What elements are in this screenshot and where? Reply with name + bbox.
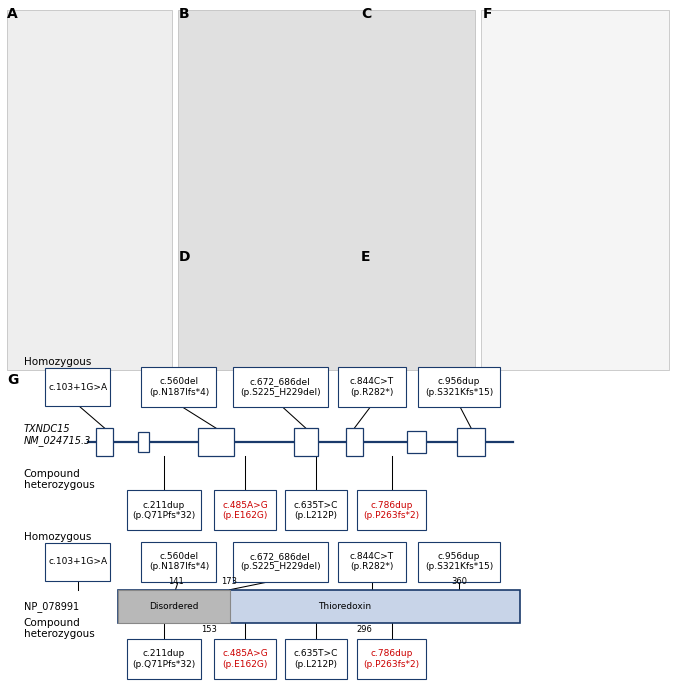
Text: B: B — [179, 7, 190, 21]
Text: c.956dup
(p.S321Kfs*15): c.956dup (p.S321Kfs*15) — [425, 377, 493, 397]
FancyBboxPatch shape — [232, 542, 327, 582]
Text: 141: 141 — [167, 577, 184, 586]
Bar — [178, 10, 475, 370]
Text: G: G — [7, 373, 18, 387]
Bar — [346, 428, 363, 456]
Text: c.635T>C
(p.L212P): c.635T>C (p.L212P) — [294, 501, 338, 520]
FancyBboxPatch shape — [286, 490, 347, 530]
Text: TXNDC15
NM_024715.3: TXNDC15 NM_024715.3 — [24, 424, 91, 446]
FancyBboxPatch shape — [142, 542, 216, 582]
Text: c.786dup
(p.P263fs*2): c.786dup (p.P263fs*2) — [363, 501, 420, 520]
Text: c.956dup
(p.S321Kfs*15): c.956dup (p.S321Kfs*15) — [425, 552, 493, 571]
Text: c.560del
(p.N187lfs*4): c.560del (p.N187lfs*4) — [148, 552, 209, 571]
Bar — [457, 428, 485, 456]
Bar — [118, 590, 230, 623]
Text: 153: 153 — [201, 625, 217, 634]
Text: 173: 173 — [221, 577, 238, 586]
FancyBboxPatch shape — [127, 490, 201, 530]
FancyBboxPatch shape — [358, 490, 425, 530]
Text: D: D — [179, 250, 190, 264]
FancyBboxPatch shape — [142, 367, 216, 407]
Text: Compound
heterozygous: Compound heterozygous — [24, 469, 94, 490]
Text: c.786dup
(p.P263fs*2): c.786dup (p.P263fs*2) — [363, 649, 420, 669]
Text: c.103+1G>A: c.103+1G>A — [48, 557, 107, 566]
Text: 296: 296 — [356, 625, 373, 634]
FancyBboxPatch shape — [232, 367, 327, 407]
Text: c.211dup
(p.Q71Pfs*32): c.211dup (p.Q71Pfs*32) — [132, 649, 196, 669]
Text: Compound
heterozygous: Compound heterozygous — [24, 617, 94, 639]
Text: c.103+1G>A: c.103+1G>A — [48, 382, 107, 392]
Bar — [7, 10, 172, 370]
Text: c.844C>T
(p.R282*): c.844C>T (p.R282*) — [350, 377, 394, 397]
FancyBboxPatch shape — [127, 639, 201, 679]
Bar — [481, 10, 669, 370]
Text: c.485A>G
(p.E162G): c.485A>G (p.E162G) — [222, 501, 268, 520]
Text: Homozygous: Homozygous — [24, 357, 91, 367]
FancyBboxPatch shape — [418, 542, 500, 582]
FancyBboxPatch shape — [418, 367, 500, 407]
Text: c.672_686del
(p.S225_H229del): c.672_686del (p.S225_H229del) — [240, 377, 321, 397]
FancyBboxPatch shape — [45, 543, 110, 581]
FancyBboxPatch shape — [358, 639, 425, 679]
Text: Homozygous: Homozygous — [24, 532, 91, 542]
Bar — [294, 428, 318, 456]
Text: A: A — [7, 7, 18, 21]
Text: c.485A>G
(p.E162G): c.485A>G (p.E162G) — [222, 649, 268, 669]
Text: 360: 360 — [451, 577, 467, 586]
Bar — [96, 428, 113, 456]
Bar — [407, 431, 426, 453]
Text: NP_078991: NP_078991 — [24, 601, 79, 612]
Text: E: E — [361, 250, 371, 264]
Bar — [198, 428, 234, 456]
Text: Thioredoxin: Thioredoxin — [318, 601, 371, 611]
Bar — [138, 432, 149, 452]
Text: c.560del
(p.N187lfs*4): c.560del (p.N187lfs*4) — [148, 377, 209, 397]
Text: C: C — [361, 7, 371, 21]
Text: Disordered: Disordered — [149, 601, 198, 611]
FancyBboxPatch shape — [215, 490, 275, 530]
Text: c.211dup
(p.Q71Pfs*32): c.211dup (p.Q71Pfs*32) — [132, 501, 196, 520]
FancyBboxPatch shape — [338, 542, 406, 582]
Text: c.672_686del
(p.S225_H229del): c.672_686del (p.S225_H229del) — [240, 552, 321, 571]
Text: F: F — [483, 7, 492, 21]
FancyBboxPatch shape — [338, 367, 406, 407]
Bar — [118, 590, 520, 623]
FancyBboxPatch shape — [45, 368, 110, 406]
FancyBboxPatch shape — [215, 639, 275, 679]
Text: c.844C>T
(p.R282*): c.844C>T (p.R282*) — [350, 552, 394, 571]
Text: c.635T>C
(p.L212P): c.635T>C (p.L212P) — [294, 649, 338, 669]
FancyBboxPatch shape — [286, 639, 347, 679]
